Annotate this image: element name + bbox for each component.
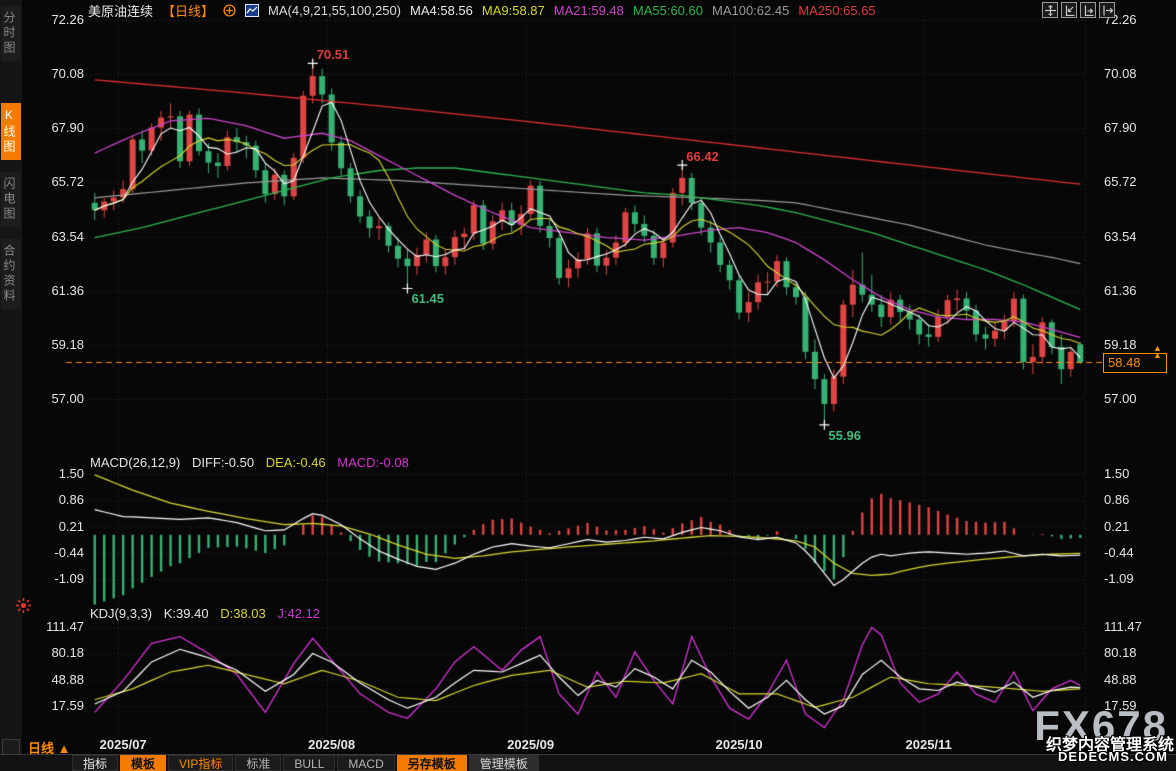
toolbar-button-8[interactable]: 管理模板 [468, 755, 539, 771]
watermark-line2: DEDECMS.COM [1058, 749, 1168, 764]
toolbar-button-3[interactable]: VIP指标 [168, 755, 234, 771]
ma-value-2: MA9:58.87 [481, 2, 545, 18]
swing-high-label: 66.42 [686, 149, 719, 165]
candle-chart-icon[interactable] [245, 3, 260, 17]
macd-panel-header: MACD(26,12,9) DIFF:-0.50 DEA:-0.46 MACD:… [90, 455, 417, 470]
kdj-k-value: K:39.40 [163, 606, 209, 621]
y-axis-label: 0.21 [1104, 518, 1130, 534]
y-axis-label: 48.88 [51, 671, 84, 687]
sidebar-tab-1[interactable]: 分时图 [1, 6, 21, 61]
macd-title: MACD(26,12,9) [90, 455, 181, 470]
chart-header: 美原油连续 【日线】 MA(4,9,21,55,100,250) MA4:58.… [88, 2, 876, 19]
period-selector-arrow-icon[interactable]: ▲ [57, 741, 71, 756]
chart-toolbar-icons [1042, 2, 1115, 18]
move-icon[interactable] [1042, 2, 1058, 18]
y-axis-label: 57.00 [51, 391, 84, 406]
y-axis-label: -0.44 [1104, 544, 1134, 560]
toolbar-button-5[interactable]: BULL [283, 755, 336, 771]
y-axis-label: 111.47 [46, 619, 84, 634]
x-axis-date-label: 2025/07 [99, 737, 147, 752]
watermark-line1: 织梦内容管理系统 [1045, 737, 1174, 754]
macd-diff-value: DIFF:-0.50 [191, 455, 255, 470]
axis-expand-icon[interactable] [1080, 2, 1096, 18]
kdj-title: KDJ(9,3,3) [90, 606, 153, 621]
y-axis-label: 57.00 [1104, 391, 1137, 406]
sidebar-tab-3[interactable]: 闪电图 [1, 172, 21, 227]
ma-value-6: MA250:65.65 [798, 2, 876, 18]
y-axis-label: 0.86 [1104, 492, 1130, 508]
x-axis-date-label: 2025/09 [507, 737, 555, 752]
y-axis-label: 80.18 [1104, 645, 1137, 661]
y-axis-label: -1.09 [54, 571, 84, 586]
axis-compress-icon[interactable] [1061, 2, 1077, 18]
symbol-name: 美原油连续 [88, 3, 154, 19]
period-selector[interactable]: 日线 ▲ [28, 738, 71, 757]
y-axis-label: -1.09 [1104, 571, 1134, 586]
y-axis-label: 59.18 [51, 336, 84, 352]
watermark-brand: FX678 [1034, 702, 1168, 749]
toolbar-button-1[interactable]: 指标 [72, 755, 119, 771]
y-axis-label: 17.59 [1104, 697, 1137, 713]
y-axis-label: -0.44 [54, 544, 84, 560]
y-axis-label: 63.54 [1104, 228, 1137, 244]
y-axis-label: 17.59 [51, 697, 84, 713]
y-axis-label: 65.72 [51, 174, 84, 190]
toolbar-button-2[interactable]: 模板 [120, 755, 167, 771]
sidebar-tab-4[interactable]: 合约资料 [1, 239, 21, 309]
price-up-arrows-icon: ▲ ▲ [1153, 343, 1162, 361]
y-axis-label: 63.54 [51, 228, 84, 244]
last-price-tag: 58.48 [1103, 353, 1167, 374]
y-axis-label: 72.26 [51, 12, 84, 27]
y-axis-label: 111.47 [1104, 619, 1142, 634]
y-axis-label: 70.08 [51, 66, 84, 82]
sidebar: 分时图 K线图闪电图合约资料 [0, 0, 22, 771]
swing-high-label: 70.51 [316, 47, 350, 63]
period-label[interactable]: 【日线】 [162, 3, 215, 19]
kdj-panel-header: KDJ(9,3,3) K:39.40 D:38.03 J:42.12 [90, 606, 328, 621]
x-axis-date-label: 2025/11 [905, 737, 952, 752]
macd-dea-value: DEA:-0.46 [265, 455, 326, 470]
toolbar-button-7[interactable]: 另存模板 [396, 755, 467, 771]
ma-params-label: MA(4,9,21,55,100,250) [268, 2, 402, 18]
toolbar-button-4[interactable]: 标准 [235, 755, 282, 771]
kdj-j-value: J:42.12 [277, 606, 321, 621]
bottom-toolbar: 指标 模板 VIP指标 标准 BULL MACD 另存模板 管理模板 [0, 754, 1176, 771]
ma-value-3: MA21:59.48 [553, 2, 624, 18]
period-selector-label[interactable]: 日线 [28, 741, 55, 756]
y-axis-label: 59.18 [1104, 336, 1137, 352]
red-starburst-icon[interactable] [16, 598, 31, 618]
swing-low-label: 61.45 [411, 291, 444, 307]
y-axis-label: 0.86 [58, 492, 84, 508]
sidebar-tab-2[interactable]: K线图 [1, 103, 21, 160]
pan-right-icon[interactable] [1099, 2, 1115, 18]
macd-macd-value: MACD:-0.08 [337, 455, 409, 470]
y-axis-label: 67.90 [51, 120, 84, 136]
ma-value-5: MA100:62.45 [711, 2, 790, 18]
indicator-settings-icon[interactable] [223, 3, 236, 17]
y-axis-label: 0.21 [58, 518, 84, 534]
y-axis-label: 1.50 [58, 466, 84, 481]
y-axis-label: 48.88 [1104, 671, 1137, 687]
x-axis-date-label: 2025/10 [715, 737, 763, 752]
swing-low-label: 55.96 [828, 427, 861, 443]
y-axis-label: 67.90 [1104, 120, 1137, 136]
kdj-d-value: D:38.03 [220, 606, 266, 621]
last-price-value: 58.48 [1108, 355, 1141, 371]
y-axis-label: 1.50 [1104, 466, 1130, 481]
toolbar-button-6[interactable]: MACD [337, 755, 395, 771]
ma-value-4: MA55:60.60 [632, 2, 703, 18]
y-axis-label: 61.36 [1104, 282, 1137, 298]
ma-values: MA4:58.56 MA9:58.87 MA21:59.48 MA55:60.60 MA… [410, 3, 876, 18]
y-axis-label: 80.18 [51, 645, 84, 661]
y-axis-label: 70.08 [1104, 66, 1137, 82]
ma-value-1: MA4:58.56 [410, 2, 473, 18]
y-axis-label: 65.72 [1104, 174, 1137, 190]
y-axis-label: 61.36 [51, 282, 84, 298]
x-axis-date-label: 2025/08 [308, 737, 356, 752]
